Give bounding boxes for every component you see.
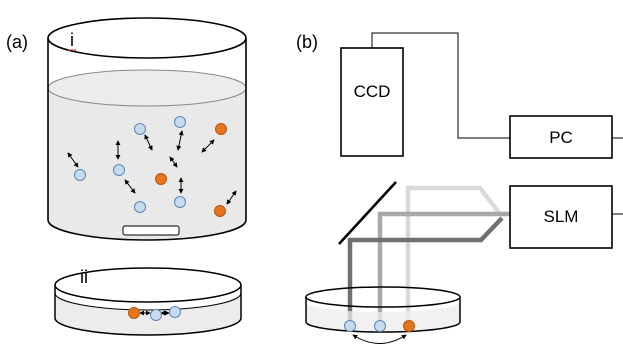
particle-blue	[174, 196, 186, 208]
particle-orange	[215, 123, 227, 135]
stir-bar	[122, 225, 180, 236]
beam-mid	[377, 211, 510, 322]
particle-blue	[169, 306, 181, 318]
dish-label: ii	[80, 267, 88, 287]
transport-arrow	[352, 334, 407, 344]
particle-blue	[134, 201, 146, 213]
particle-blue	[374, 320, 386, 332]
particle-blue	[74, 169, 86, 181]
beaker-liquid-surface	[47, 69, 247, 107]
beaker-label: i	[70, 30, 74, 50]
sample-dish-base	[305, 321, 461, 333]
slm-box	[509, 185, 613, 249]
trapped-particle-chain	[128, 306, 181, 321]
cable-connections	[371, 32, 623, 215]
particle-orange	[403, 320, 415, 332]
beam-light	[405, 185, 502, 322]
beaker-base	[47, 219, 247, 241]
mirror	[338, 181, 397, 245]
particle-blue	[134, 123, 146, 135]
ccd-label: CCD	[354, 82, 391, 101]
sample-dish-rim	[305, 286, 461, 308]
panel-a-label: (a)	[6, 32, 28, 52]
dish-base	[54, 317, 242, 336]
beaker-liquid	[48, 88, 246, 240]
particle-blue	[174, 116, 186, 128]
particle-blue	[150, 309, 162, 321]
slm-label: SLM	[544, 207, 579, 226]
pc-box	[509, 115, 613, 159]
beam-dark	[347, 216, 504, 322]
petri-dish: ii	[54, 267, 242, 336]
beaker-rim	[47, 17, 247, 59]
dish-liquid	[55, 293, 241, 335]
brownian-motion-arrows	[67, 130, 237, 205]
particle-blue	[344, 320, 356, 332]
particle-blue	[113, 164, 125, 176]
pc-label: PC	[549, 128, 573, 147]
beaker-particles	[74, 116, 227, 217]
ccd-camera	[340, 47, 404, 157]
beaker-vessel: i	[47, 17, 247, 241]
laser-beams	[347, 185, 510, 322]
particle-orange	[128, 307, 140, 319]
particle-orange	[155, 173, 167, 185]
panel-b-label: (b)	[296, 32, 318, 52]
trapped-particles	[344, 320, 415, 344]
particle-orange	[214, 205, 226, 217]
